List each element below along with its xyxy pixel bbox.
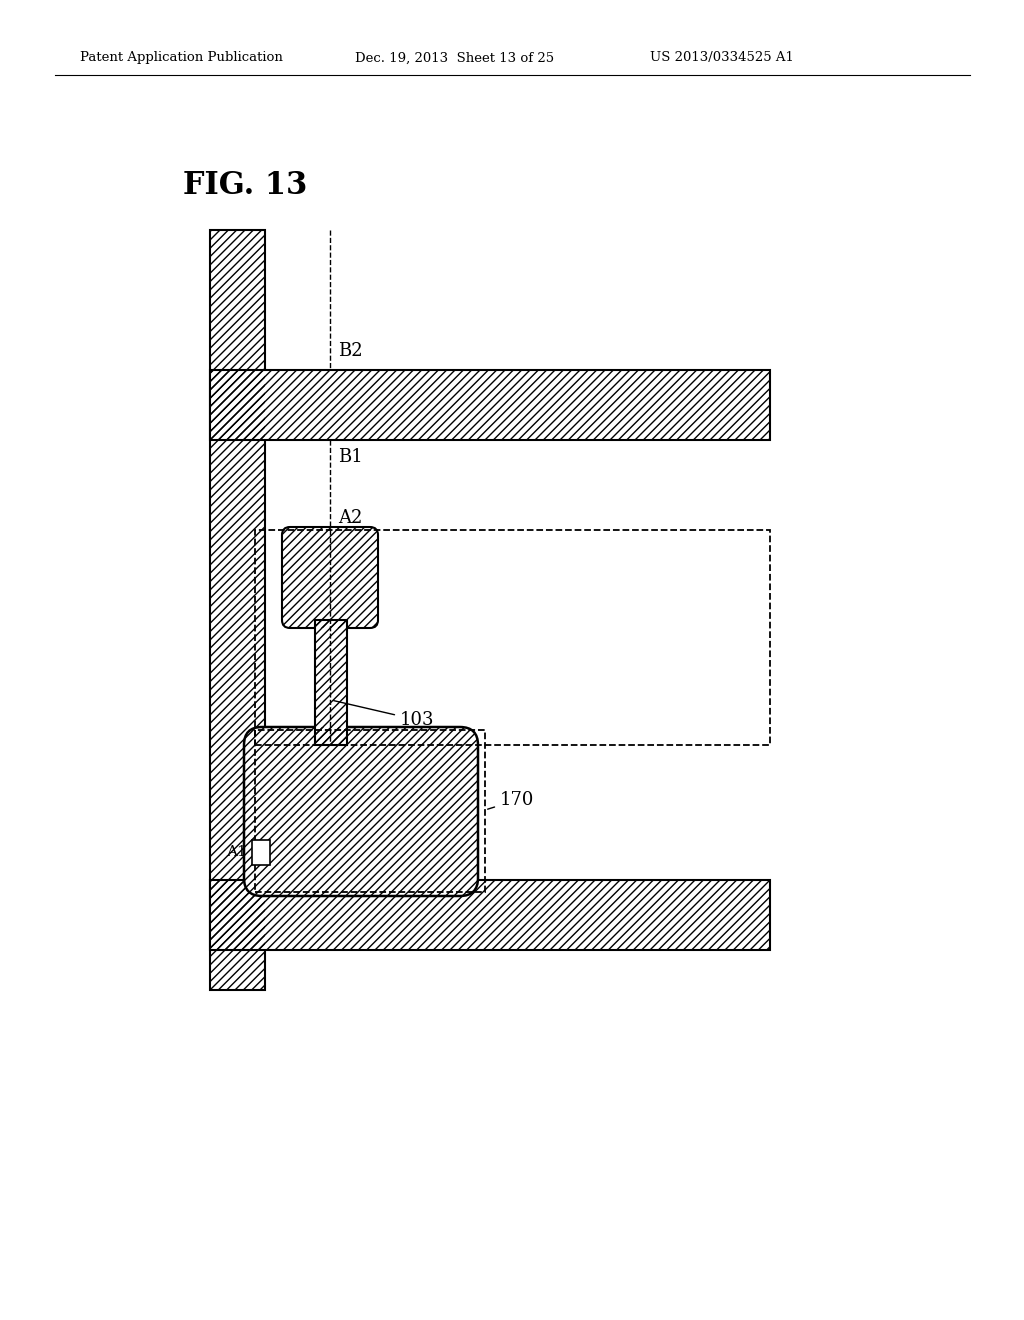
Bar xyxy=(210,880,770,950)
Bar xyxy=(255,531,770,744)
Bar xyxy=(315,620,347,744)
Bar xyxy=(210,370,770,440)
Text: FIG. 13: FIG. 13 xyxy=(183,169,307,201)
Bar xyxy=(210,880,770,950)
Text: Patent Application Publication: Patent Application Publication xyxy=(80,51,283,65)
Text: A2: A2 xyxy=(338,510,362,527)
Bar xyxy=(255,730,485,892)
FancyBboxPatch shape xyxy=(244,727,478,896)
Text: 103: 103 xyxy=(334,701,434,729)
Text: A1: A1 xyxy=(226,845,247,859)
Bar xyxy=(210,230,265,990)
Bar xyxy=(210,370,770,440)
Bar xyxy=(315,620,347,744)
Text: B2: B2 xyxy=(338,342,362,360)
Text: 170: 170 xyxy=(487,791,535,809)
Bar xyxy=(210,230,265,990)
Text: Dec. 19, 2013  Sheet 13 of 25: Dec. 19, 2013 Sheet 13 of 25 xyxy=(355,51,554,65)
Text: US 2013/0334525 A1: US 2013/0334525 A1 xyxy=(650,51,794,65)
Text: B1: B1 xyxy=(338,447,362,466)
FancyBboxPatch shape xyxy=(282,527,378,628)
Bar xyxy=(252,840,270,865)
